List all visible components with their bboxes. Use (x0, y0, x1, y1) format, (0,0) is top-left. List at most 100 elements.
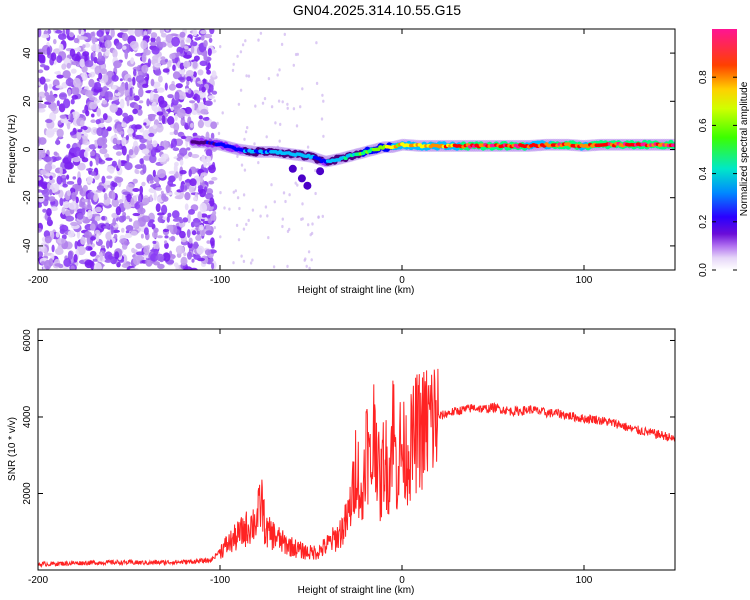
noise-blob (127, 77, 132, 83)
noise-speck (240, 163, 244, 167)
y-tick-label: 0 (22, 146, 33, 152)
noise-blob (139, 158, 144, 165)
y-tick-label: 40 (22, 47, 33, 59)
noise-blob (101, 175, 106, 184)
noise-blob (94, 81, 102, 90)
y-tick-label: 20 (22, 95, 33, 107)
noise-blob (180, 256, 188, 266)
noise-blob (210, 237, 215, 247)
noise-blob (175, 83, 183, 89)
noise-speck (301, 217, 304, 221)
noise-speck (274, 121, 277, 125)
x-tick-label: -200 (28, 275, 48, 286)
noise-blob (142, 83, 149, 89)
noise-blob (189, 100, 196, 104)
noise-blob (183, 60, 191, 68)
noise-blob (183, 252, 187, 257)
noise-blob (81, 157, 89, 163)
noise-blob (183, 45, 189, 50)
noise-speck (231, 68, 235, 72)
noise-blob (201, 86, 206, 93)
noise-blob (210, 132, 215, 140)
noise-blob (68, 154, 72, 161)
noise-blob (189, 123, 194, 128)
noise-blob (53, 151, 58, 156)
noise-blob (92, 258, 98, 262)
noise-blob (181, 68, 185, 77)
noise-blob (161, 115, 166, 125)
noise-blob (211, 90, 218, 95)
noise-blob (148, 219, 155, 223)
noise-blob (124, 162, 133, 171)
noise-blob (96, 233, 100, 242)
noise-speck (251, 208, 255, 212)
noise-blob (172, 71, 181, 80)
noise-blob (170, 106, 174, 112)
noise-blob (104, 39, 112, 49)
noise-blob (38, 108, 46, 113)
noise-blob (44, 163, 52, 173)
noise-blob (164, 82, 168, 91)
colorbar-tick-label: 0.8 (698, 70, 709, 84)
noise-blob (130, 197, 135, 206)
noise-blob (200, 213, 208, 218)
noise-blob (97, 123, 105, 129)
noise-blob (172, 147, 180, 152)
colorbar-label: Normalized spectral amplitude (739, 81, 750, 216)
noise-speck (306, 145, 310, 149)
noise-blob (101, 216, 105, 221)
noise-blob (56, 138, 60, 146)
noise-speck (317, 215, 320, 219)
noise-blob (151, 47, 160, 55)
noise-blob (188, 237, 193, 244)
noise-blob (193, 196, 198, 202)
noise-blob (85, 109, 90, 117)
noise-blob (193, 55, 200, 61)
secondary-blob (297, 174, 306, 183)
noise-blob (121, 122, 128, 128)
noise-blob (135, 75, 145, 83)
noise-blob (176, 108, 186, 119)
colorbar-tick-label: 0.6 (698, 118, 709, 132)
noise-blob (74, 240, 78, 250)
noise-blob (92, 208, 96, 215)
noise-blob (134, 145, 139, 156)
noise-blob (133, 95, 140, 102)
noise-blob (114, 89, 119, 94)
noise-blob (174, 195, 184, 200)
noise-blob (70, 113, 74, 123)
noise-speck (277, 99, 281, 103)
noise-blob (179, 219, 184, 224)
noise-speck (315, 41, 318, 45)
noise-blob (203, 33, 213, 39)
noise-blob (44, 246, 48, 256)
noise-blob (175, 216, 183, 220)
noise-blob (198, 115, 203, 120)
noise-blob (54, 71, 61, 75)
noise-blob (61, 206, 66, 215)
noise-speck (282, 191, 286, 195)
noise-blob (195, 230, 201, 235)
noise-speck (311, 222, 314, 226)
noise-speck (286, 106, 289, 110)
noise-blob (103, 192, 108, 201)
noise-blob (59, 197, 64, 207)
noise-blob (146, 73, 150, 81)
noise-blob (61, 238, 65, 244)
noise-speck (283, 32, 286, 37)
noise-blob (158, 100, 168, 108)
noise-speck (245, 74, 248, 78)
noise-blob (48, 83, 53, 89)
noise-blob (38, 227, 42, 233)
noise-blob (71, 86, 80, 96)
noise-blob (38, 194, 45, 203)
noise-blob (184, 185, 188, 191)
noise-blob (177, 91, 187, 100)
noise-speck (246, 126, 249, 130)
noise-blob (140, 40, 148, 50)
noise-speck (251, 258, 254, 262)
noise-speck (243, 168, 247, 172)
noise-blob (104, 251, 113, 261)
colorbar-tick-label: 0.2 (698, 214, 709, 228)
noise-blob (200, 108, 209, 115)
